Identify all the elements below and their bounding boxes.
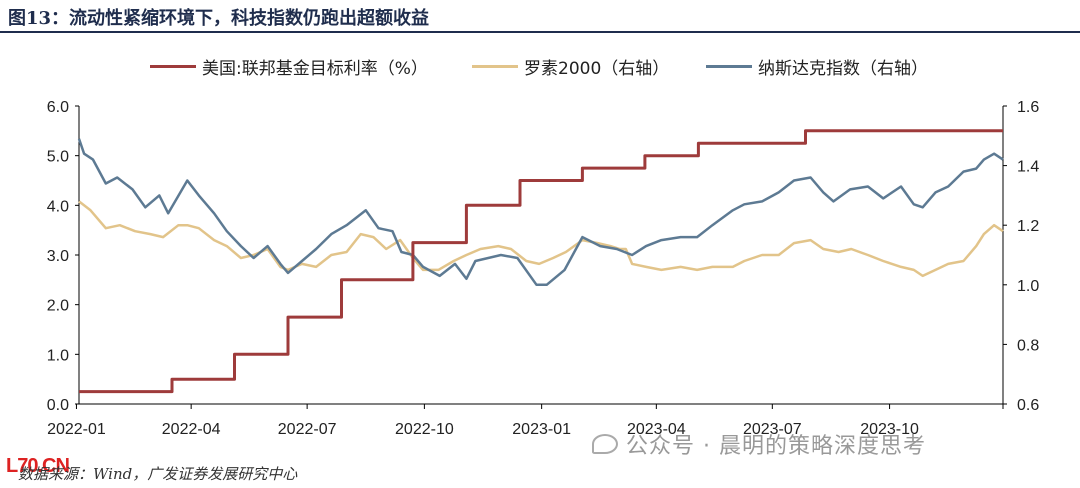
y-left-tick-label: 1.0 xyxy=(47,347,69,364)
data-source: 数据来源：Wind，广发证券发展研究中心 xyxy=(18,465,298,483)
x-tick-label: 2022-01 xyxy=(47,421,106,438)
y-left-tick-label: 6.0 xyxy=(47,99,69,116)
x-tick-label: 2022-07 xyxy=(278,421,337,438)
x-tick-label: 2023-01 xyxy=(512,421,571,438)
legend-swatch-russell2000 xyxy=(472,65,518,68)
watermark: 公众号 · 晨明的策略深度思考 xyxy=(592,428,926,460)
x-tick-label: 2022-04 xyxy=(162,421,221,438)
y-left-tick-label: 3.0 xyxy=(47,248,69,265)
legend-item-russell2000: 罗素2000（右轴） xyxy=(472,54,669,79)
source-logo: L70.CN xyxy=(6,455,70,477)
y-right-tick-label: 1.2 xyxy=(1017,218,1039,235)
legend-label-russell2000: 罗素2000（右轴） xyxy=(524,59,670,79)
chart-legend: 美国:联邦基金目标利率（%） 罗素2000（右轴） 纳斯达克指数（右轴） xyxy=(0,52,1080,82)
y-right-tick-label: 0.8 xyxy=(1017,337,1039,354)
series-line-fed-rate xyxy=(79,129,1003,394)
legend-swatch-fed-rate xyxy=(150,65,196,68)
legend-label-nasdaq: 纳斯达克指数（右轴） xyxy=(758,59,928,79)
legend-item-fed-rate: 美国:联邦基金目标利率（%） xyxy=(150,54,428,79)
y-left-tick-label: 4.0 xyxy=(47,198,69,215)
series-line-nasdaq xyxy=(77,138,1004,287)
legend-item-nasdaq: 纳斯达克指数（右轴） xyxy=(706,54,928,79)
y-left-tick-label: 2.0 xyxy=(47,298,69,315)
y-right-tick-label: 1.6 xyxy=(1017,99,1039,116)
y-right-tick-label: 0.6 xyxy=(1017,397,1039,414)
chart-title: 图13：流动性紧缩环境下，科技指数仍跑出超额收益 xyxy=(8,8,430,29)
title-divider xyxy=(0,31,1080,33)
y-left-tick-label: 0.0 xyxy=(47,397,69,414)
series-line-russell2000 xyxy=(78,200,1004,278)
legend-swatch-nasdaq xyxy=(706,65,752,68)
watermark-text: 公众号 · 晨明的策略深度思考 xyxy=(626,434,926,459)
y-right-tick-label: 1.0 xyxy=(1017,278,1039,295)
y-left-tick-label: 5.0 xyxy=(47,149,69,166)
x-tick-label: 2022-10 xyxy=(395,421,454,438)
y-right-tick-label: 1.4 xyxy=(1017,159,1039,176)
legend-label-fed-rate: 美国:联邦基金目标利率（%） xyxy=(202,59,428,79)
wechat-icon xyxy=(592,434,618,454)
